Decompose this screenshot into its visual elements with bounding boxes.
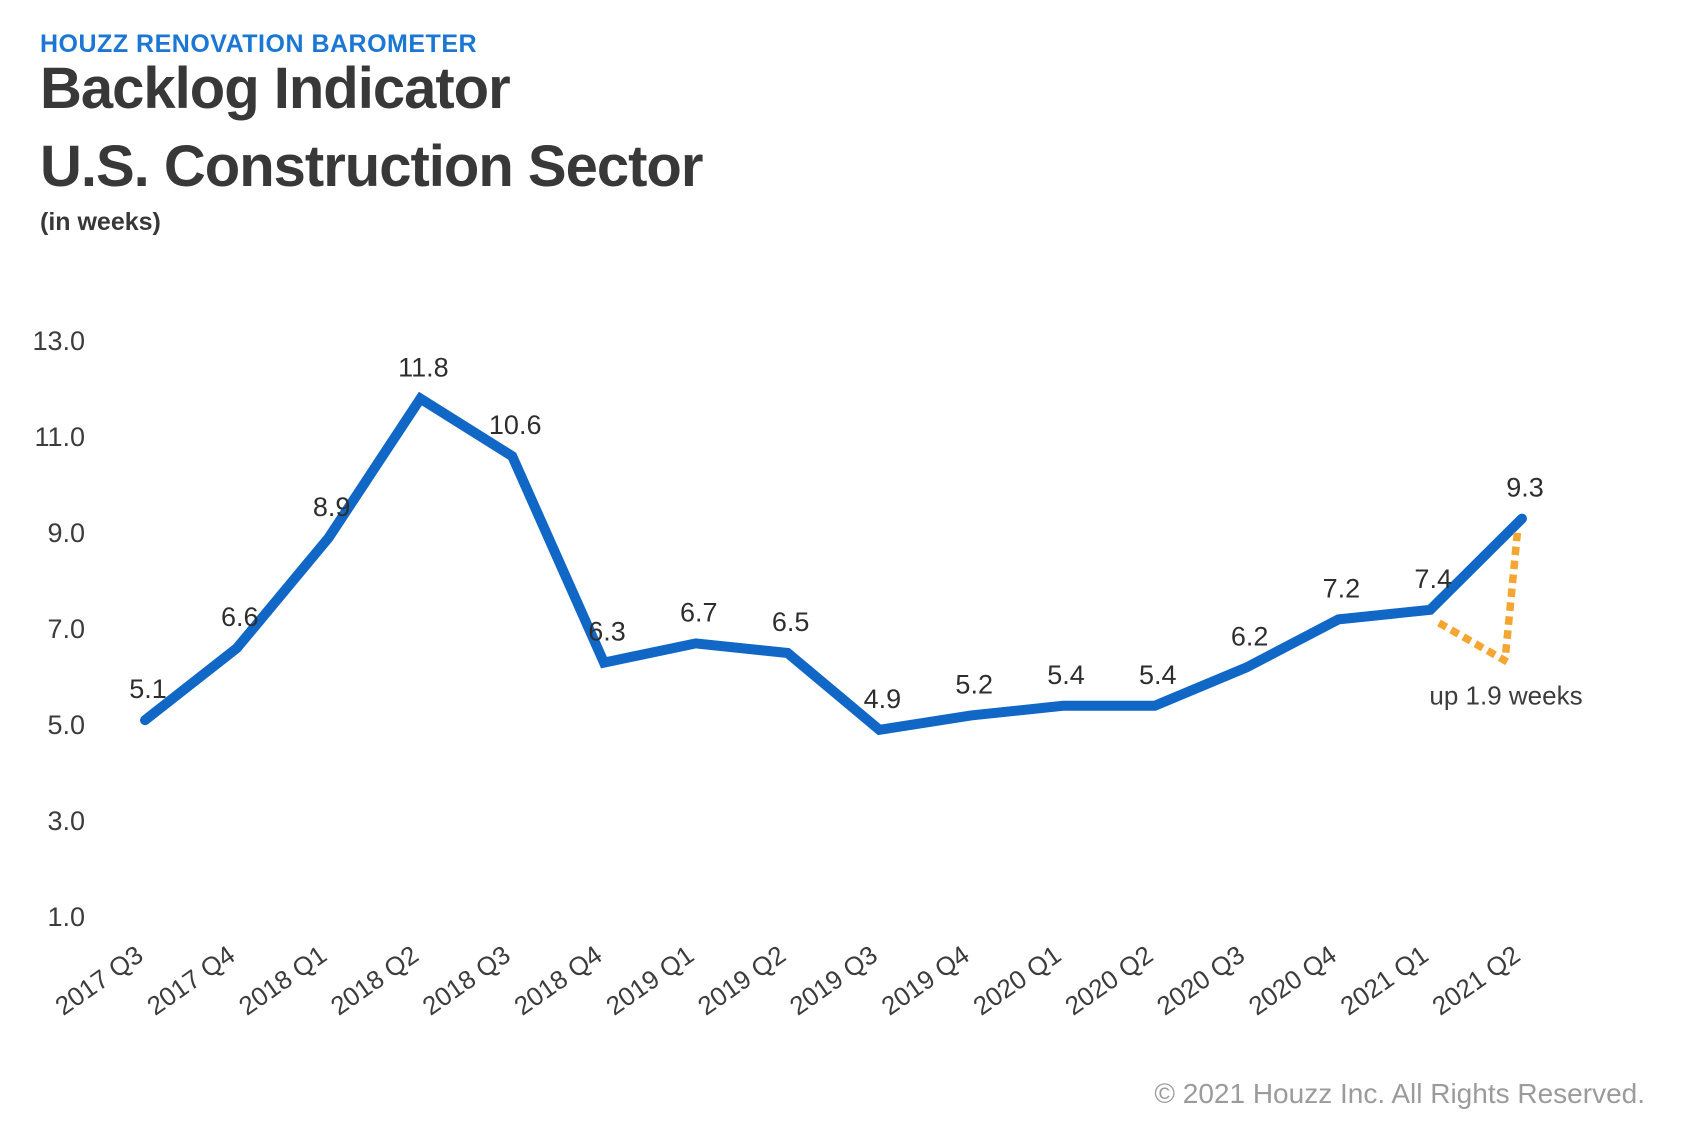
- copyright-notice: © 2021 Houzz Inc. All Rights Reserved.: [1154, 1078, 1645, 1109]
- data-point-label: 7.4: [1414, 564, 1452, 594]
- data-point-label: 11.8: [398, 353, 449, 383]
- eyebrow-label: HOUZZ RENOVATION BAROMETER: [40, 30, 478, 58]
- x-tick-label: 2018 Q2: [325, 939, 424, 1021]
- data-point-label: 7.2: [1323, 573, 1361, 603]
- x-tick-label: 2021 Q1: [1335, 939, 1434, 1021]
- page-title-line2: U.S. Construction Sector: [40, 134, 703, 199]
- y-tick-label: 11.0: [34, 422, 85, 452]
- x-tick-label: 2017 Q3: [50, 939, 149, 1021]
- data-point-label: 10.6: [489, 410, 542, 440]
- data-point-label: 8.9: [313, 492, 351, 522]
- data-point-label: 6.6: [221, 602, 259, 632]
- x-tick-label: 2020 Q4: [1243, 939, 1342, 1021]
- y-tick-label: 5.0: [47, 710, 85, 740]
- x-tick-label: 2018 Q3: [417, 939, 516, 1021]
- data-point-label: 9.3: [1506, 473, 1544, 503]
- y-tick-label: 3.0: [47, 806, 85, 836]
- x-tick-label: 2020 Q1: [968, 939, 1067, 1021]
- x-tick-label: 2020 Q2: [1059, 939, 1158, 1021]
- x-tick-label: 2019 Q4: [876, 939, 975, 1021]
- x-tick-label: 2019 Q3: [784, 939, 883, 1021]
- x-tick-label: 2017 Q4: [141, 939, 240, 1021]
- data-point-label: 5.1: [129, 674, 167, 704]
- data-point-label: 4.9: [864, 684, 902, 714]
- y-tick-label: 7.0: [47, 614, 85, 644]
- x-tick-label: 2019 Q2: [692, 939, 791, 1021]
- data-point-label: 5.4: [1047, 660, 1085, 690]
- y-tick-label: 9.0: [47, 518, 85, 548]
- x-tick-label: 2018 Q4: [509, 939, 608, 1021]
- data-point-label: 6.7: [680, 597, 718, 627]
- delta-annotation-text: up 1.9 weeks: [1429, 681, 1582, 711]
- data-line: [140, 391, 1527, 736]
- data-point-label: 6.3: [588, 617, 626, 647]
- x-tick-label: 2018 Q1: [233, 939, 332, 1021]
- data-point-label: 5.2: [955, 669, 993, 699]
- delta-annotation-dotted-line: [1437, 532, 1522, 667]
- page-title-line1: Backlog Indicator: [40, 56, 511, 121]
- x-tick-label: 2020 Q3: [1151, 939, 1250, 1021]
- data-point-label: 6.5: [772, 607, 810, 637]
- y-tick-label: 13.0: [32, 326, 85, 356]
- y-tick-label: 1.0: [47, 902, 85, 932]
- x-tick-label: 2019 Q1: [600, 939, 699, 1021]
- data-point-label: 5.4: [1139, 660, 1177, 690]
- data-point-label: 6.2: [1231, 621, 1269, 651]
- x-tick-label: 2021 Q2: [1427, 939, 1526, 1021]
- units-subtitle: (in weeks): [40, 208, 161, 236]
